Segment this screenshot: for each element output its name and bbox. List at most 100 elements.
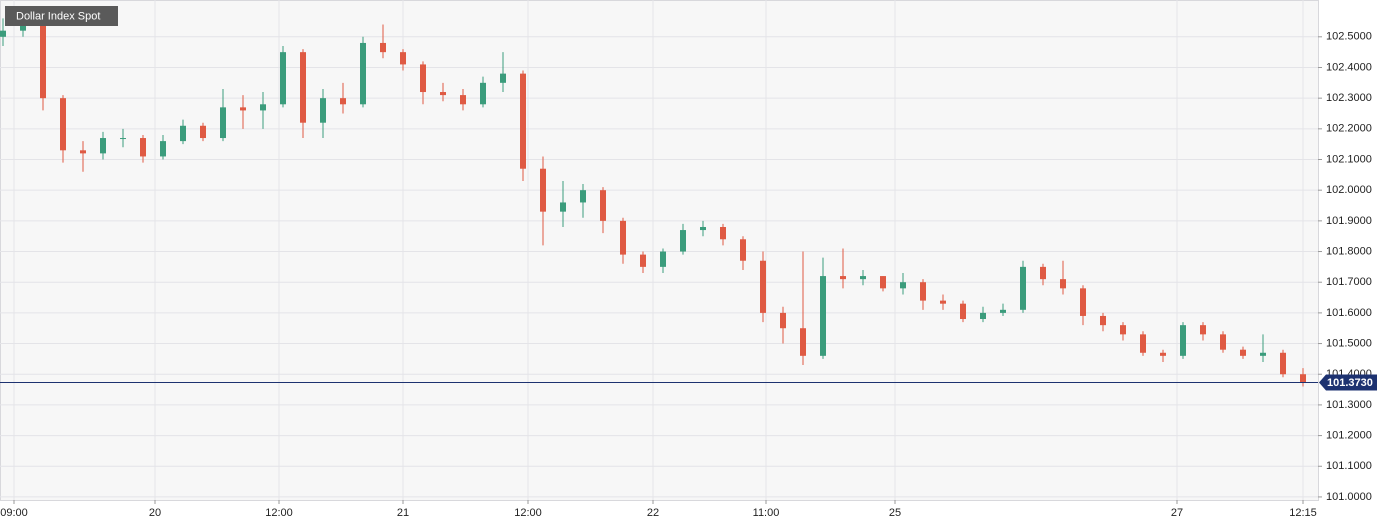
candle-body [800, 328, 806, 356]
candle-body [1240, 349, 1246, 356]
x-tick-label: 12:00 [265, 507, 293, 519]
y-tick-label: 101.7000 [1326, 276, 1372, 288]
candle-body [360, 42, 366, 105]
y-tick-label: 101.0000 [1326, 491, 1372, 503]
candle-body [740, 239, 746, 261]
candle-body [180, 125, 186, 142]
candle-body [420, 64, 426, 93]
candle-body [380, 42, 386, 53]
candle-body [400, 52, 406, 65]
candle-body [240, 107, 246, 111]
candle-body [440, 92, 446, 96]
candle-body [780, 312, 786, 329]
candle-body [80, 150, 86, 154]
candle-body [340, 98, 346, 105]
y-tick-label: 102.1000 [1326, 153, 1372, 165]
y-tick-label: 101.3000 [1326, 399, 1372, 411]
candle-body [1060, 279, 1066, 289]
x-tick-label: 27 [1171, 507, 1183, 519]
candle-body [0, 30, 6, 37]
candle-body [1200, 325, 1206, 335]
candle-body [1100, 315, 1106, 326]
x-tick-label: 22 [647, 507, 659, 519]
y-tick-label: 101.2000 [1326, 429, 1372, 441]
x-tick-label: 12:15 [1289, 507, 1317, 519]
candle-body [600, 190, 606, 221]
candle-body [540, 168, 546, 212]
candle-body [100, 138, 106, 154]
candle-body [760, 260, 766, 313]
y-tick-label: 101.6000 [1326, 307, 1372, 319]
candle-body [840, 276, 846, 280]
x-tick-label: 11:00 [753, 507, 780, 519]
candle-body [560, 202, 566, 212]
candle-body [640, 254, 646, 267]
last-price-tag [1319, 374, 1377, 391]
candle-body [480, 82, 486, 105]
candle-body [1040, 266, 1046, 280]
candle-body [1160, 352, 1166, 356]
candle-body [140, 138, 146, 157]
candle-body [620, 220, 626, 255]
candle-body [940, 300, 946, 304]
candle-body [1280, 352, 1286, 375]
candle-body [880, 276, 886, 289]
title-box [5, 6, 118, 26]
candle-body [60, 98, 66, 151]
last-price-label: 101.3730 [1327, 377, 1373, 389]
candle-body [1020, 266, 1026, 310]
candle-body [1300, 374, 1306, 383]
candle-body [260, 104, 266, 111]
y-tick-label: 102.2000 [1326, 123, 1372, 135]
candle-body [1220, 334, 1226, 350]
y-tick-label: 101.1000 [1326, 460, 1372, 472]
candle-body [1120, 325, 1126, 335]
candles [0, 9, 1318, 387]
x-tick-label: 21 [397, 507, 409, 519]
chart-title: Dollar Index Spot [16, 10, 100, 22]
candle-body [40, 15, 46, 99]
candle-body [920, 282, 926, 301]
candle-body [500, 73, 506, 83]
y-tick-label: 101.5000 [1326, 337, 1372, 349]
candle-body [860, 276, 866, 280]
x-tick-label: 20 [149, 507, 161, 519]
candle-body [580, 190, 586, 203]
candle-body [520, 73, 526, 169]
candle-body [280, 52, 286, 105]
grid [0, 0, 1318, 500]
candle-body [160, 141, 166, 157]
y-tick-label: 102.3000 [1326, 92, 1372, 104]
candle-body [900, 282, 906, 289]
x-tick-label: 25 [889, 507, 901, 519]
candle-body [320, 98, 326, 123]
axis-labels: 101.0000101.1000101.2000101.3000101.4000… [0, 31, 1377, 519]
candle-body [960, 303, 966, 320]
x-tick-label: 09:00 [0, 507, 28, 519]
candle-body [120, 138, 126, 140]
candle-body [460, 95, 466, 105]
candle-body [680, 230, 686, 252]
candle-body [1000, 309, 1006, 313]
candle-body [1260, 352, 1266, 356]
y-tick-label: 101.8000 [1326, 245, 1372, 257]
candle-body [1080, 288, 1086, 316]
y-tick-label: 102.5000 [1326, 31, 1372, 43]
candle-body [700, 226, 706, 231]
x-tick-label: 12:00 [514, 507, 542, 519]
candle-body [1180, 325, 1186, 356]
candle-body [300, 52, 306, 123]
candle-body [820, 276, 826, 356]
plot-area [0, 0, 1319, 501]
candle-body [1140, 334, 1146, 353]
candle-body [200, 125, 206, 139]
candle-body [720, 226, 726, 240]
y-tick-label: 101.9000 [1326, 215, 1372, 227]
candle-body [980, 312, 986, 320]
y-tick-label: 102.4000 [1326, 61, 1372, 73]
candle-body [220, 107, 226, 139]
y-tick-label: 102.0000 [1326, 184, 1372, 196]
candle-body [660, 251, 666, 267]
